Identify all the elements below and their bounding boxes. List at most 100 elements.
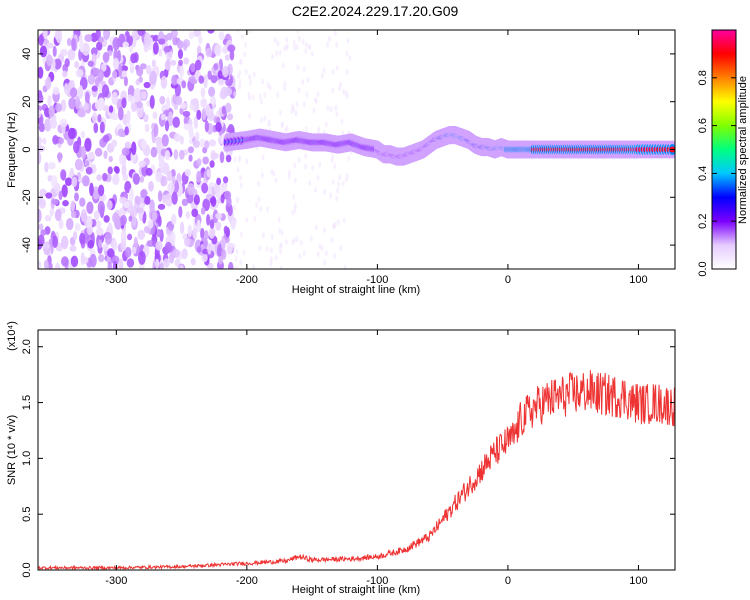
faint-blob (348, 55, 352, 62)
noise-blob (93, 210, 100, 221)
noise-blob (194, 59, 202, 71)
noise-blob (214, 43, 222, 57)
noise-blob (54, 183, 61, 194)
noise-blob (170, 59, 177, 66)
faint-blob (236, 166, 240, 173)
faint-blob (277, 216, 281, 223)
faint-blob (260, 172, 264, 179)
noise-blob (45, 192, 53, 199)
noise-blob (188, 130, 195, 140)
noise-blob (111, 91, 118, 105)
noise-blob (111, 112, 119, 121)
noise-blob (48, 262, 53, 269)
noise-blob (44, 161, 49, 173)
noise-blob (74, 158, 83, 171)
faint-blob (322, 67, 326, 74)
noise-blob (158, 38, 166, 45)
noise-blob (205, 47, 213, 58)
noise-blob (92, 186, 100, 200)
faint-blob (297, 87, 301, 94)
snr-panel: -300 -200 -100 0 100 0.0 0.5 1.0 1.5 2.0 Height o… (6, 321, 676, 596)
noise-blob (106, 200, 113, 210)
noise-blob (223, 190, 232, 200)
noise-blob (38, 34, 44, 46)
noise-blob (134, 195, 140, 205)
noise-blob (64, 58, 70, 68)
noise-blob (205, 193, 213, 200)
noise-blob (54, 209, 62, 222)
faint-blob (233, 204, 237, 211)
faint-blob (239, 182, 243, 189)
noise-blob (79, 197, 86, 207)
noise-blob (63, 82, 69, 95)
noise-blob (211, 152, 220, 160)
faint-blob (274, 177, 278, 184)
noise-blob (198, 75, 205, 84)
noise-blob (218, 255, 223, 265)
noise-blob (38, 150, 41, 164)
faint-blob (278, 228, 282, 235)
faint-blob (332, 253, 336, 260)
faint-blob (336, 219, 340, 226)
faint-blob (305, 91, 309, 98)
snr-frame (37, 329, 676, 571)
faint-blob (281, 121, 285, 128)
noise-blob (70, 210, 77, 219)
faint-blob (326, 105, 330, 112)
noise-blob (206, 169, 212, 178)
noise-blob (207, 111, 215, 122)
noise-blob (222, 65, 229, 78)
y-tick-label: 0 (21, 146, 33, 152)
noise-blob (179, 135, 184, 145)
faint-blob (293, 44, 297, 51)
noise-blob (61, 122, 66, 135)
noise-blob (98, 253, 105, 263)
noise-blob (218, 31, 225, 41)
noise-blob (74, 192, 79, 202)
noise-blob (161, 134, 169, 147)
faint-blob (239, 174, 243, 181)
noise-blob (111, 139, 118, 148)
faint-blob (257, 196, 261, 203)
faint-blob (304, 153, 308, 160)
faint-blob (233, 156, 237, 163)
faint-blob (248, 112, 252, 119)
noise-blob (122, 174, 129, 182)
noise-blob (167, 182, 175, 194)
noise-blob (121, 70, 128, 78)
noise-blob (181, 198, 189, 207)
noise-blob (75, 96, 81, 110)
noise-blob (153, 123, 159, 137)
faint-blob (291, 239, 295, 246)
noise-blob (220, 237, 226, 250)
faint-blob (347, 155, 351, 162)
faint-blob (329, 192, 333, 199)
noise-blob (67, 48, 76, 61)
noise-blob (157, 190, 163, 202)
noise-blob (133, 87, 142, 102)
noise-blob (38, 145, 46, 153)
faint-blob (274, 50, 278, 57)
noise-blob (216, 177, 222, 186)
noise-blob (67, 127, 76, 140)
faint-blob (292, 194, 296, 201)
noise-blob (101, 63, 107, 72)
colorbar-tick-label: 0.0 (697, 261, 709, 276)
noise-blob (187, 224, 193, 238)
snr-axes: -300 -200 -100 0 100 0.0 0.5 1.0 1.5 2.0 (21, 330, 675, 587)
noise-blob (155, 228, 163, 238)
noise-blob (45, 76, 52, 90)
noise-blob (98, 184, 105, 197)
noise-blob (72, 231, 78, 241)
faint-blob (306, 76, 310, 83)
faint-blob (247, 91, 251, 98)
noise-blob (171, 74, 178, 86)
noise-blob (144, 123, 150, 133)
faint-blob (265, 246, 269, 253)
faint-blob (302, 66, 306, 73)
faint-blob (279, 265, 283, 269)
noise-blob (103, 30, 111, 40)
noise-blob (150, 146, 158, 158)
faint-blob (261, 78, 265, 85)
faint-blob (301, 79, 305, 86)
